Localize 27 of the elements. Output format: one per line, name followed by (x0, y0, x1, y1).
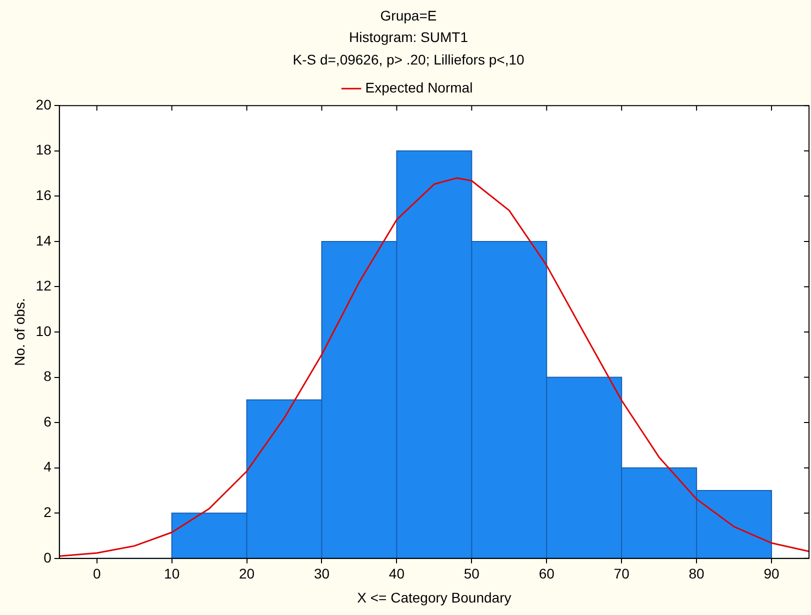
y-axis-title: No. of obs. (11, 298, 28, 366)
x-tick-label: 70 (614, 566, 630, 582)
y-tick-label: 16 (36, 187, 52, 204)
y-tick-label: 18 (36, 142, 52, 158)
y-tick-label: 10 (36, 322, 52, 339)
y-tick-label: 20 (36, 96, 52, 112)
x-tick-label: 30 (314, 566, 330, 582)
y-tick-label: 2 (44, 504, 52, 520)
y-tick-label: 8 (44, 368, 52, 384)
x-tick-label: 10 (164, 566, 180, 582)
legend-label: Expected Normal (365, 79, 473, 96)
text: K-S d=,09626, p> .20; Lilliefors p<,10 (292, 51, 524, 68)
chart-title: Grupa=E (380, 7, 437, 24)
y-tick-label: 0 (44, 549, 52, 566)
y-tick-label: 6 (44, 413, 52, 430)
y-tick-label: 4 (44, 458, 52, 475)
x-tick-label: 80 (688, 566, 705, 582)
x-tick-label: 0 (92, 566, 101, 582)
x-tick-label: 20 (238, 566, 255, 582)
y-tick-label: 14 (36, 232, 52, 248)
y-tick-label: 12 (36, 278, 52, 294)
chart-subtitle: Histogram: SUMT1 (348, 28, 468, 45)
x-tick-label: 60 (538, 566, 555, 582)
x-tick-label: 50 (464, 566, 480, 582)
x-tick-label: 40 (388, 566, 405, 582)
x-tick-label: 90 (764, 566, 780, 582)
x-axis-title: X <= Category Boundary (357, 589, 512, 606)
